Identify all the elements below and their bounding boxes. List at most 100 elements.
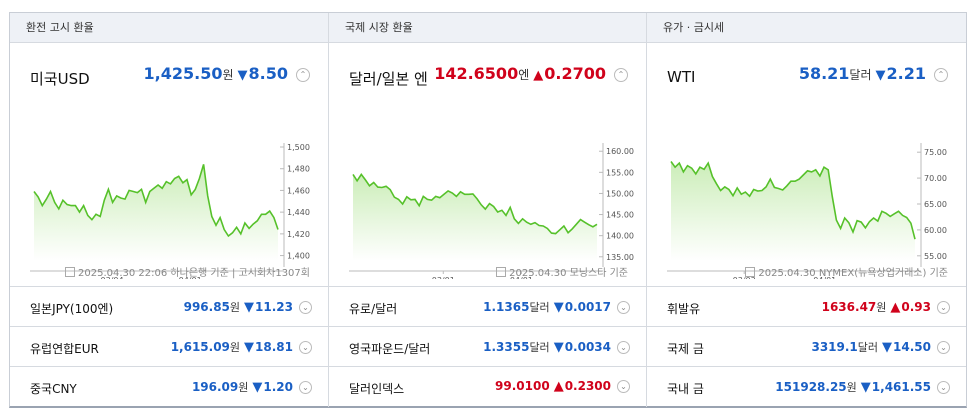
change-value: 1,461.55 (871, 380, 931, 394)
row-item-name[interactable]: 유로/달러 (349, 302, 398, 316)
chevron-down-circle-icon[interactable]: ⌄ (299, 381, 312, 394)
x-tick-label: 04/01 (813, 276, 836, 279)
row-item-name[interactable]: 달러인덱스 (349, 382, 405, 396)
y-tick-label: 60.00 (924, 226, 947, 235)
chevron-down-circle-icon[interactable]: ⌄ (937, 341, 950, 354)
price-value: 1636.47 (821, 300, 877, 314)
main-item-name[interactable]: 달러/일본 엔 (349, 70, 428, 88)
x-tick-label: 04/01 (510, 276, 533, 279)
main-quote-value: 142.6500 엔 ▲ 0.2700 ⌃ (434, 64, 628, 84)
main-quote-panel[interactable]: 미국USD 1,425.50 원 ▼ 8.50 ⌃ 1,500 1,480 1,460 1,440… (10, 44, 328, 286)
row-item-name[interactable]: 국내 금 (667, 382, 704, 396)
main-item-name[interactable]: WTI (667, 68, 696, 86)
down-triangle-icon: ▼ (860, 380, 871, 395)
price-value: 996.85 (183, 300, 230, 314)
price-value: 1,425.50 (143, 64, 223, 83)
row-item-name[interactable]: 중국CNY (30, 382, 77, 396)
row-item-name[interactable]: 일본JPY(100엔) (30, 302, 114, 316)
y-tick-label: 70.00 (924, 174, 947, 183)
change-value: 18.81 (255, 340, 293, 354)
price-unit: 원 (229, 301, 241, 314)
down-triangle-icon: ▼ (237, 68, 248, 83)
row-item-name[interactable]: 국제 금 (667, 342, 704, 356)
main-quote-panel[interactable]: WTI 58.21 달러 ▼ 2.21 ⌃ 75.00 70.00 65.00 60.00 55.0… (647, 44, 966, 286)
price-unit: 원 (229, 341, 241, 354)
price-chart: 75.00 70.00 65.00 60.00 55.00 03/03 04/01 (667, 143, 947, 279)
row-quote-value: 151928.25 원 ▼ 1,461.55 ⌄ (775, 379, 950, 395)
y-tick-label: 140.00 (606, 232, 634, 241)
change-value: 14.50 (893, 340, 931, 354)
quote-row[interactable]: 국내 금 151928.25 원 ▼ 1,461.55 ⌄ (647, 366, 966, 406)
change-value: 8.50 (248, 64, 288, 83)
quote-row[interactable]: 달러인덱스 99.0100 ▲ 0.2300 ⌄ (329, 366, 646, 406)
quote-row[interactable]: 일본JPY(100엔) 996.85 원 ▼ 11.23 ⌄ (10, 286, 328, 326)
quote-row[interactable]: 중국CNY 196.09 원 ▼ 1.20 ⌄ (10, 366, 328, 406)
y-tick-label: 160.00 (606, 147, 634, 156)
change-value: 1.20 (263, 380, 293, 394)
y-tick-label: 1,480 (287, 165, 310, 174)
source-text: 2025.04.30 모닝스타 기준 (509, 268, 628, 279)
row-item-name[interactable]: 휘발유 (667, 302, 701, 316)
row-quote-value: 3319.1 달러 ▼ 14.50 ⌄ (811, 339, 950, 355)
row-item-name[interactable]: 영국파운드/달러 (349, 342, 431, 356)
price-value: 196.09 (191, 380, 239, 394)
chevron-down-circle-icon[interactable]: ⌄ (617, 301, 630, 314)
price-unit: 달러 (529, 341, 550, 354)
quote-row[interactable]: 영국파운드/달러 1.3355 달러 ▼ 0.0034 ⌄ (329, 326, 646, 366)
down-triangle-icon: ▼ (553, 340, 564, 355)
quote-row[interactable]: 국제 금 3319.1 달러 ▼ 14.50 ⌄ (647, 326, 966, 366)
y-tick-label: 1,460 (287, 186, 310, 195)
chart-line (33, 164, 279, 238)
y-tick-label: 1,500 (287, 143, 310, 152)
row-item-name[interactable]: 유럽연합EUR (30, 342, 99, 356)
y-tick-label: 1,400 (287, 252, 310, 261)
row-quote-value: 1.1365 달러 ▼ 0.0017 ⌄ (483, 299, 630, 315)
change-value: 0.2700 (544, 64, 606, 83)
price-unit: 달러 (529, 301, 550, 314)
source-note: 2025.04.30 NYMEX(뉴욕상업거래소) 기준 (745, 264, 948, 279)
chevron-down-circle-icon[interactable]: ⌄ (299, 341, 312, 354)
price-value: 99.0100 (495, 379, 550, 393)
x-tick-label: 03/01 (432, 276, 455, 279)
change-value: 2.21 (886, 64, 926, 83)
chevron-down-circle-icon[interactable]: ⌄ (617, 341, 630, 354)
change-value: 0.2300 (564, 379, 611, 393)
price-value: 151928.25 (775, 380, 847, 394)
column-header: 국제 시장 환율 (329, 13, 646, 43)
quote-list: 유로/달러 1.1365 달러 ▼ 0.0017 ⌄ 영국파운드/달러 1.3355 달러 ▼ 0.… (329, 286, 646, 406)
price-value: 1.3355 (483, 340, 530, 354)
y-tick-label: 65.00 (924, 200, 947, 209)
y-tick-label: 75.00 (924, 148, 947, 157)
x-tick-label: 04/01 (179, 276, 202, 279)
price-unit: 원 (876, 301, 887, 314)
column-header: 환전 고시 환율 (10, 13, 328, 43)
down-triangle-icon: ▼ (553, 300, 564, 315)
chevron-down-circle-icon[interactable]: ⌄ (937, 381, 950, 394)
price-unit: 달러 (849, 68, 872, 82)
chevron-up-circle-icon[interactable]: ⌃ (934, 68, 948, 82)
main-quote-panel[interactable]: 달러/일본 엔 142.6500 엔 ▲ 0.2700 ⌃ 160.00 155.00 150.… (329, 44, 646, 286)
down-triangle-icon: ▼ (252, 380, 263, 395)
price-value: 1,615.09 (170, 340, 230, 354)
chevron-up-circle-icon[interactable]: ⌃ (614, 68, 628, 82)
price-unit: 달러 (857, 341, 879, 354)
chevron-down-circle-icon[interactable]: ⌄ (937, 301, 950, 314)
price-unit: 엔 (518, 68, 530, 82)
chevron-up-circle-icon[interactable]: ⌃ (296, 68, 310, 82)
main-item-name[interactable]: 미국USD (30, 70, 90, 88)
quote-row[interactable]: 유럽연합EUR 1,615.09 원 ▼ 18.81 ⌄ (10, 326, 328, 366)
quote-row[interactable]: 유로/달러 1.1365 달러 ▼ 0.0017 ⌄ (329, 286, 646, 326)
row-quote-value: 99.0100 ▲ 0.2300 ⌄ (495, 379, 630, 394)
change-value: 11.23 (255, 300, 293, 314)
chevron-down-circle-icon[interactable]: ⌄ (299, 301, 312, 314)
market-column: 유가 · 금시세 WTI 58.21 달러 ▼ 2.21 ⌃ 75.00 70.00 65.00 6… (646, 13, 966, 407)
row-quote-value: 996.85 원 ▼ 11.23 ⌄ (184, 299, 312, 315)
column-header: 유가 · 금시세 (647, 13, 966, 43)
change-value: 0.0034 (564, 340, 611, 354)
document-icon (65, 267, 75, 277)
down-triangle-icon: ▼ (875, 68, 886, 83)
price-value: 58.21 (798, 64, 850, 83)
chevron-down-circle-icon[interactable]: ⌄ (617, 380, 630, 393)
quote-row[interactable]: 휘발유 1636.47 원 ▲ 0.93 ⌄ (647, 286, 966, 326)
up-triangle-icon: ▲ (553, 379, 564, 394)
